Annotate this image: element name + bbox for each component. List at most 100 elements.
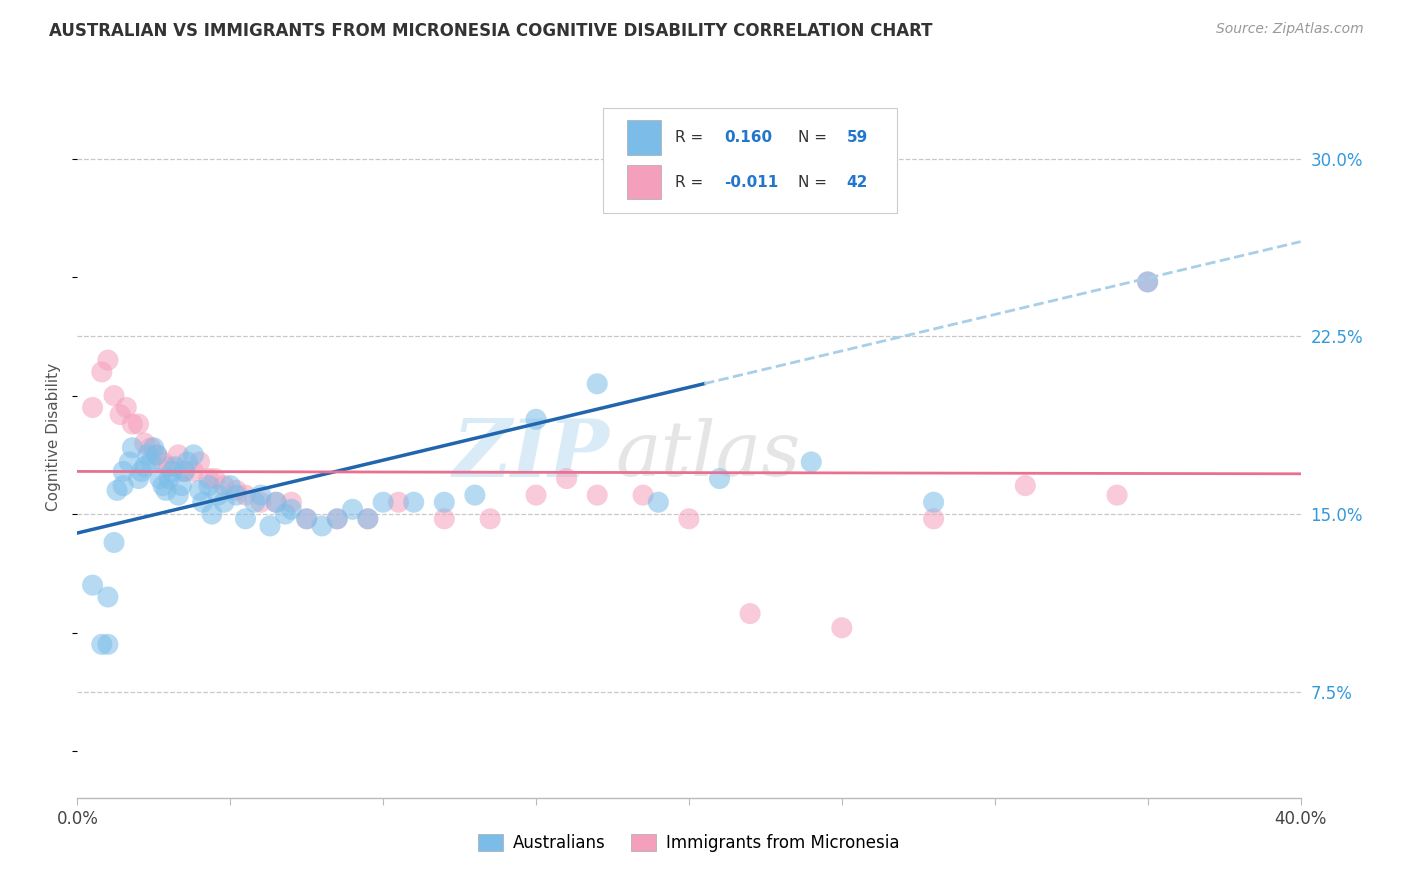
Point <box>212 478 235 492</box>
Point <box>524 412 547 426</box>
Point <box>274 507 297 521</box>
Point <box>235 512 257 526</box>
Point <box>831 621 853 635</box>
Point <box>183 448 205 462</box>
Point <box>139 455 162 469</box>
Point <box>555 471 578 485</box>
Point <box>167 488 190 502</box>
Point <box>90 365 112 379</box>
Point <box>1107 488 1129 502</box>
Point <box>479 512 502 526</box>
Point <box>90 637 112 651</box>
Point <box>402 495 425 509</box>
Point <box>82 401 104 415</box>
Point <box>243 495 266 509</box>
Text: R =: R = <box>675 175 709 189</box>
Point <box>134 436 156 450</box>
Point <box>121 417 143 431</box>
Point <box>264 495 287 509</box>
Point <box>433 512 456 526</box>
Point <box>1136 275 1159 289</box>
Text: 42: 42 <box>846 175 868 189</box>
Point <box>115 401 138 415</box>
Point <box>157 471 180 485</box>
Point <box>149 471 172 485</box>
Point <box>225 483 247 498</box>
Point <box>647 495 669 509</box>
Point <box>112 465 135 479</box>
Point <box>204 471 226 485</box>
Text: R =: R = <box>675 130 709 145</box>
Point <box>225 488 247 502</box>
Legend: Australians, Immigrants from Micronesia: Australians, Immigrants from Micronesia <box>471 827 907 859</box>
Point <box>586 488 609 502</box>
Text: 0.160: 0.160 <box>724 130 772 145</box>
Point <box>157 459 180 474</box>
Point <box>311 519 333 533</box>
Y-axis label: Cognitive Disability: Cognitive Disability <box>46 363 62 511</box>
Text: ZIP: ZIP <box>453 417 609 494</box>
Point <box>212 495 235 509</box>
Point <box>280 502 302 516</box>
Point <box>250 495 273 509</box>
Point <box>678 512 700 526</box>
Point <box>173 465 195 479</box>
Point <box>295 512 318 526</box>
Point <box>136 448 159 462</box>
Point <box>191 495 214 509</box>
Point <box>127 417 149 431</box>
Point <box>250 488 273 502</box>
Text: 59: 59 <box>846 130 868 145</box>
Point <box>139 441 162 455</box>
Point <box>709 471 731 485</box>
Text: atlas: atlas <box>616 418 801 492</box>
Point <box>387 495 409 509</box>
Point <box>152 455 174 469</box>
Point <box>152 478 174 492</box>
Point <box>326 512 349 526</box>
Point <box>259 519 281 533</box>
Point <box>326 512 349 526</box>
Point <box>155 483 177 498</box>
Point <box>176 455 198 469</box>
Point <box>103 389 125 403</box>
Point <box>264 495 287 509</box>
Point <box>201 507 224 521</box>
FancyBboxPatch shape <box>627 165 661 200</box>
Point <box>165 459 187 474</box>
Point <box>183 465 205 479</box>
Point <box>740 607 762 621</box>
Point <box>105 483 128 498</box>
Point <box>800 455 823 469</box>
Point <box>1136 275 1159 289</box>
Point <box>464 488 486 502</box>
Point <box>146 448 169 462</box>
Point <box>280 495 302 509</box>
Point <box>342 502 364 516</box>
Point <box>127 471 149 485</box>
Point <box>357 512 380 526</box>
Point <box>207 488 229 502</box>
Point <box>198 471 221 485</box>
Point <box>295 512 318 526</box>
Text: AUSTRALIAN VS IMMIGRANTS FROM MICRONESIA COGNITIVE DISABILITY CORRELATION CHART: AUSTRALIAN VS IMMIGRANTS FROM MICRONESIA… <box>49 22 932 40</box>
Point <box>170 478 193 492</box>
Text: N =: N = <box>797 175 832 189</box>
Point <box>118 455 141 469</box>
FancyBboxPatch shape <box>627 120 661 155</box>
Point <box>631 488 654 502</box>
Text: Source: ZipAtlas.com: Source: ZipAtlas.com <box>1216 22 1364 37</box>
Point <box>219 478 242 492</box>
Point <box>198 478 221 492</box>
Point <box>922 512 945 526</box>
Text: -0.011: -0.011 <box>724 175 779 189</box>
Point <box>142 441 165 455</box>
Point <box>371 495 394 509</box>
Point <box>167 448 190 462</box>
FancyBboxPatch shape <box>603 108 897 213</box>
Point <box>922 495 945 509</box>
Point <box>160 465 183 479</box>
Point <box>146 448 169 462</box>
Point <box>235 488 257 502</box>
Point <box>357 512 380 526</box>
